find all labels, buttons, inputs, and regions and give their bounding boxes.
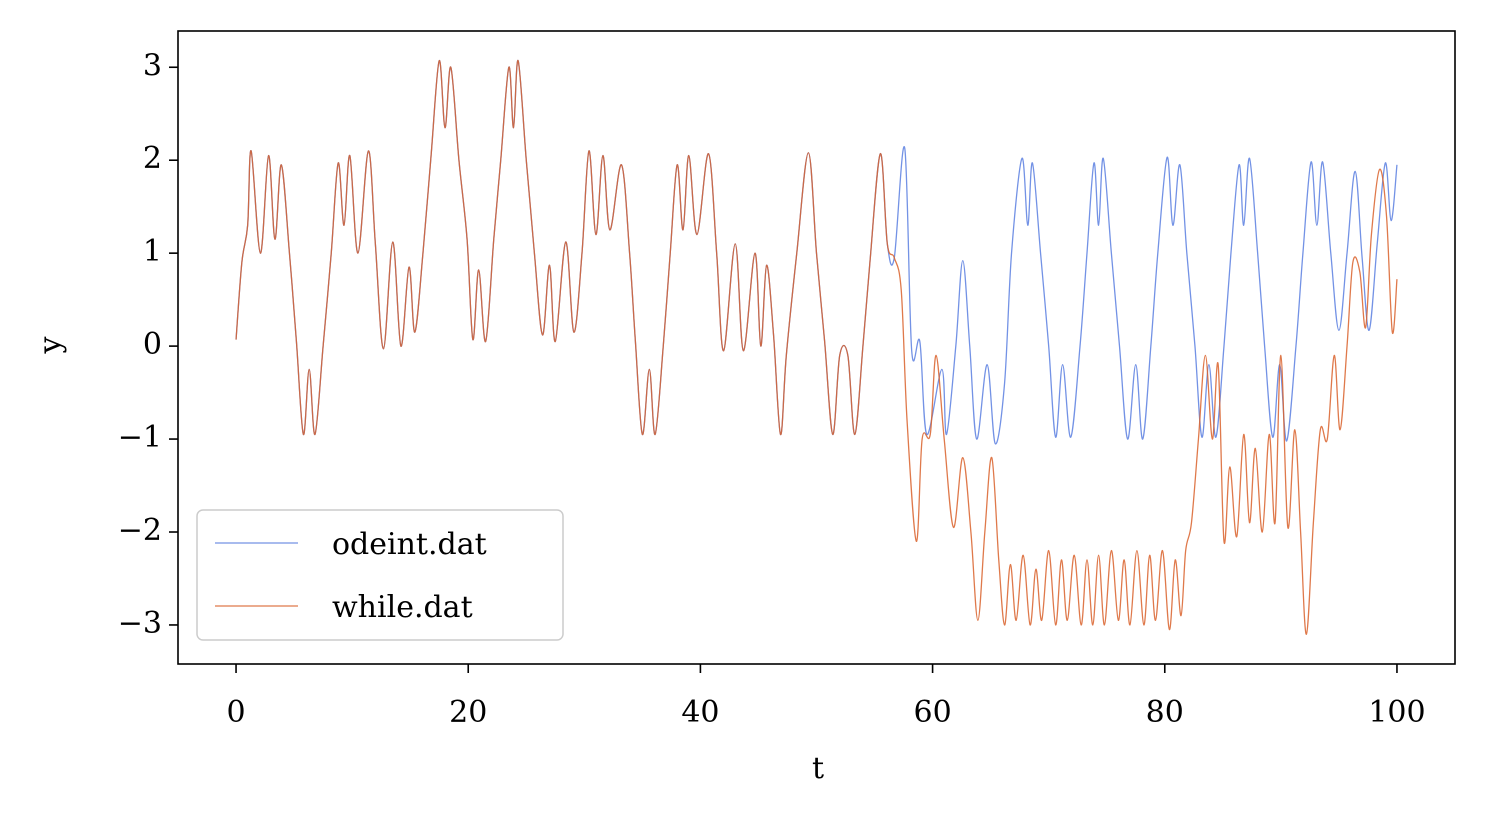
x-tick-label: 100 [1368,695,1425,730]
y-axis-label: y [33,336,68,354]
x-axis-label: t [812,751,824,786]
plot-frame [177,30,1456,665]
y-tick-label: −2 [118,513,162,548]
legend-label: while.dat [332,590,473,625]
x-tick-label: 20 [449,695,487,730]
x-tick-label: 40 [681,695,719,730]
y-tick-label: 0 [143,327,162,362]
legend-label: odeint.dat [332,527,487,562]
x-tick-label: 80 [1146,695,1184,730]
x-tick-label: 60 [913,695,951,730]
y-tick-label: 3 [143,48,162,83]
y-tick-label: 1 [143,234,162,269]
series-line [235,60,1398,635]
y-tick-label: −1 [118,420,162,455]
legend: odeint.dat while.dat [196,509,564,641]
x-tick-label: 0 [226,695,245,730]
y-tick-label: −3 [118,606,162,641]
y-tick-label: 2 [143,141,162,176]
